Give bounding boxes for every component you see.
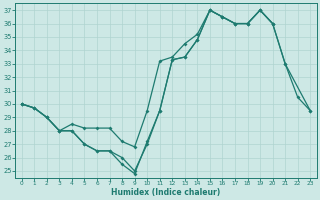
X-axis label: Humidex (Indice chaleur): Humidex (Indice chaleur)	[111, 188, 220, 197]
